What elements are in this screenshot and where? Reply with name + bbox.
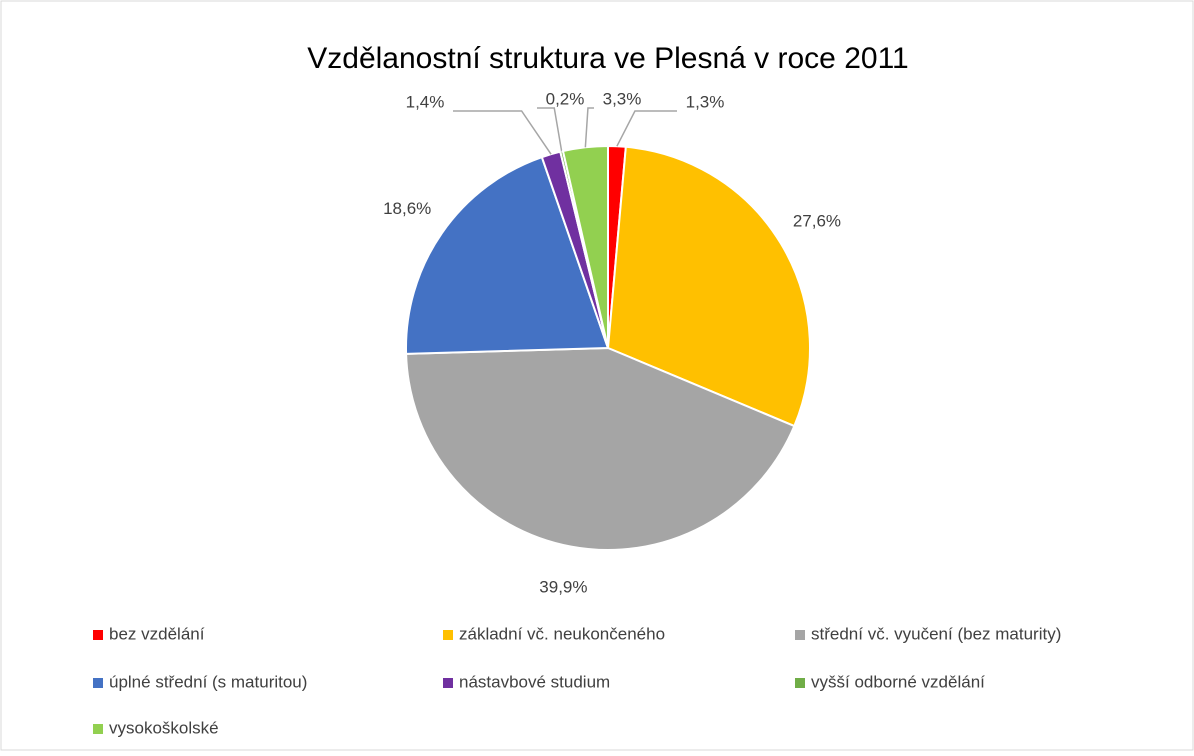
legend-swatch: [443, 630, 453, 640]
legend-label: vysokoškolské: [109, 718, 219, 737]
leader-line: [453, 110, 552, 155]
legend-swatch: [443, 678, 453, 688]
legend-swatch: [93, 724, 103, 734]
pie-slice: [405, 155, 610, 355]
data-label: 27,6%: [793, 211, 841, 230]
data-label: 1,3%: [686, 92, 725, 111]
legend-swatch: [93, 678, 103, 688]
pie-slice: [561, 144, 609, 349]
legend-swatch: [795, 678, 805, 688]
data-label: 0,2%: [546, 89, 585, 108]
leader-line: [584, 107, 594, 148]
leader-line: [616, 110, 677, 147]
pie-slice: [606, 145, 811, 428]
legend-label: úplné střední (s maturitou): [109, 672, 307, 691]
legend-label: střední vč. vyučení (bez maturity): [811, 624, 1061, 643]
data-label: 1,4%: [406, 92, 445, 111]
data-label: 3,3%: [603, 89, 642, 108]
legend-label: nástavbové studium: [459, 672, 610, 691]
data-label: 39,9%: [539, 577, 587, 596]
chart-title: Vzdělanostní struktura ve Plesná v roce …: [307, 42, 908, 75]
leader-line: [537, 107, 563, 152]
legend-label: základní vč. neukončeného: [459, 624, 665, 643]
legend-swatch: [795, 630, 805, 640]
data-label: 18,6%: [383, 199, 431, 218]
legend-label: bez vzdělání: [109, 624, 205, 643]
legend-swatch: [93, 630, 103, 640]
legend-label: vyšší odborné vzdělání: [811, 672, 985, 691]
pie-slice: [405, 346, 796, 551]
